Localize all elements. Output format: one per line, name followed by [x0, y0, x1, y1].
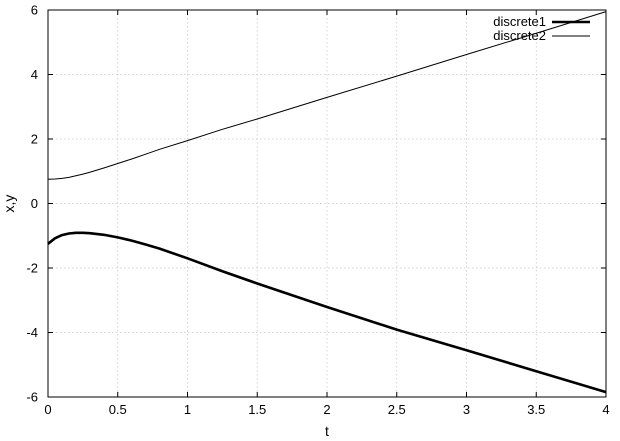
y-tick-label: 0: [31, 196, 38, 211]
x-tick-label: 3.5: [527, 402, 545, 417]
x-tick-label: 1.5: [248, 402, 266, 417]
legend-label: discrete2: [493, 28, 546, 43]
ticks: 0 0.5 1 1.5 2 2.5 3 3.5 4 -6 -4 -2 0 2 4 6: [26, 3, 609, 418]
series-layer: [47, 11, 607, 394]
grid: [48, 10, 606, 397]
series-line-discrete2: [47, 11, 607, 180]
y-tick-label: 4: [31, 67, 38, 82]
x-tick-label: 0.5: [109, 402, 127, 417]
legend-label: discrete1: [493, 14, 546, 29]
y-axis-label: x,y: [1, 195, 17, 213]
x-tick-label: 2.5: [388, 402, 406, 417]
y-tick-label: -6: [26, 390, 38, 405]
series-line-discrete1: [47, 231, 607, 394]
y-tick-label: 6: [31, 3, 38, 18]
x-tick-label: 0: [44, 402, 51, 417]
y-tick-label: -2: [26, 261, 38, 276]
y-tick-label: -4: [26, 325, 38, 340]
x-tick-label: 2: [323, 402, 330, 417]
x-tick-label: 1: [184, 402, 191, 417]
x-tick-label: 3: [463, 402, 470, 417]
x-axis-label: t: [325, 423, 329, 439]
y-tick-label: 2: [31, 132, 38, 147]
x-tick-label: 4: [602, 402, 609, 417]
